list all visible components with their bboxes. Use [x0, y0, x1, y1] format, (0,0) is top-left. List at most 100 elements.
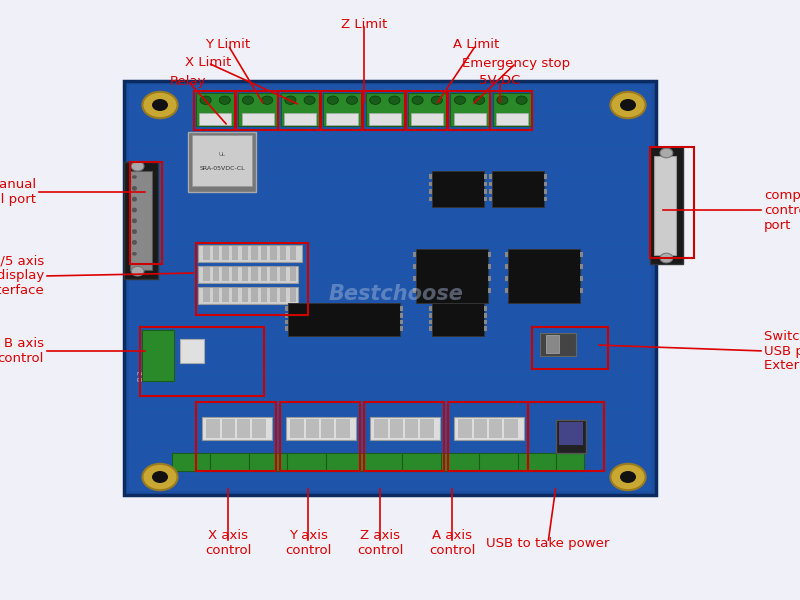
Bar	[580, 288, 583, 293]
Text: Exteral manual
control port: Exteral manual control port	[0, 178, 36, 206]
Bar	[213, 288, 219, 302]
Circle shape	[262, 96, 273, 104]
Circle shape	[219, 96, 230, 104]
Bar	[199, 113, 231, 125]
Bar	[194, 91, 235, 130]
Bar	[130, 171, 152, 270]
Circle shape	[132, 241, 137, 245]
Bar	[142, 330, 174, 381]
Bar	[198, 245, 302, 262]
Circle shape	[389, 96, 400, 104]
Bar	[413, 264, 416, 269]
Bar	[237, 419, 250, 438]
Circle shape	[327, 96, 338, 104]
Circle shape	[132, 240, 137, 244]
Bar	[270, 246, 277, 260]
Bar	[429, 306, 432, 311]
Circle shape	[132, 209, 137, 212]
Circle shape	[200, 96, 211, 104]
Bar	[484, 313, 487, 317]
Bar	[326, 453, 364, 471]
Bar	[288, 303, 400, 336]
Bar	[429, 174, 432, 179]
Bar	[411, 113, 443, 125]
Bar	[326, 113, 358, 125]
Bar	[489, 196, 492, 202]
Text: Bestchoose: Bestchoose	[329, 284, 463, 304]
Bar	[540, 333, 576, 356]
Circle shape	[412, 96, 423, 104]
Bar	[504, 419, 518, 438]
Text: Emergency stop: Emergency stop	[462, 56, 570, 70]
Bar	[484, 319, 487, 324]
Bar	[210, 453, 249, 471]
Circle shape	[132, 198, 137, 202]
Bar	[290, 246, 296, 260]
Bar	[196, 93, 234, 126]
Bar	[489, 419, 502, 438]
Text: A axis
control: A axis control	[429, 529, 475, 557]
Bar	[413, 252, 416, 257]
Bar	[492, 171, 544, 207]
Bar	[489, 174, 492, 179]
Bar	[232, 246, 238, 260]
Bar	[448, 91, 490, 130]
Bar	[532, 327, 608, 369]
Bar	[370, 417, 440, 440]
Circle shape	[454, 96, 466, 104]
Bar	[488, 288, 491, 293]
Circle shape	[132, 220, 137, 223]
Text: computer
controlled
port: computer controlled port	[764, 188, 800, 232]
Bar	[270, 267, 277, 281]
Circle shape	[142, 92, 178, 118]
Bar	[479, 453, 518, 471]
Bar	[490, 91, 532, 130]
Text: Z Limit: Z Limit	[341, 17, 387, 31]
Bar	[556, 420, 586, 453]
Bar	[285, 313, 288, 317]
Bar	[306, 419, 319, 438]
Text: B axis
control: B axis control	[0, 337, 44, 365]
Bar	[278, 91, 320, 130]
Bar	[286, 417, 356, 440]
Bar	[321, 91, 362, 130]
Circle shape	[242, 96, 254, 104]
Bar	[484, 181, 487, 186]
Bar	[251, 267, 258, 281]
Bar	[232, 288, 238, 302]
Circle shape	[132, 197, 137, 200]
Bar	[261, 288, 267, 302]
Bar	[390, 419, 403, 438]
Circle shape	[132, 208, 137, 211]
Bar	[242, 288, 248, 302]
Circle shape	[304, 96, 315, 104]
Circle shape	[285, 96, 296, 104]
Bar	[202, 417, 272, 440]
Circle shape	[152, 99, 168, 111]
Bar	[129, 85, 651, 491]
Bar	[405, 419, 418, 438]
Bar	[489, 181, 492, 186]
Text: X Limit: X Limit	[185, 56, 231, 70]
Bar	[251, 288, 258, 302]
Bar	[493, 93, 531, 126]
Text: B-2: B-2	[137, 369, 143, 381]
Text: X axis
control: X axis control	[205, 529, 251, 557]
Bar	[196, 243, 308, 315]
Bar	[280, 246, 286, 260]
Bar	[429, 326, 432, 331]
Bar	[489, 189, 492, 194]
Bar	[180, 339, 204, 363]
Bar	[484, 174, 487, 179]
Bar	[222, 246, 229, 260]
Bar	[196, 402, 276, 471]
Bar	[650, 147, 694, 258]
Bar	[213, 246, 219, 260]
Bar	[280, 267, 286, 281]
Bar	[198, 287, 298, 304]
Bar	[242, 246, 248, 260]
Bar	[544, 181, 547, 186]
Bar	[242, 267, 248, 281]
Bar	[281, 93, 319, 126]
Bar	[654, 156, 676, 255]
